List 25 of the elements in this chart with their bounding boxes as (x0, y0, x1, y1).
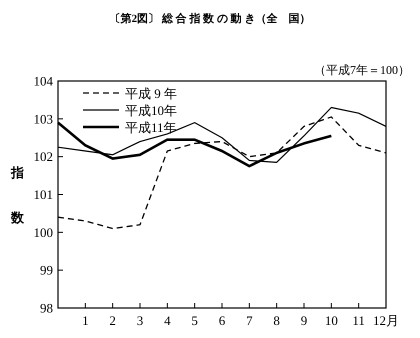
chart-title: 〔第2図〕 総 合 指 数 の 動 き（全 国） (110, 12, 310, 25)
y-tick-label: 98 (40, 300, 53, 316)
y-tick-label: 102 (34, 149, 53, 164)
x-tick-label: 11 (352, 313, 365, 328)
x-tick-label: 5 (191, 313, 198, 328)
y-axis-title: 指数 (10, 155, 26, 247)
legend-label: 平成11年 (125, 120, 177, 135)
legend-label: 平成10年 (125, 103, 177, 118)
x-tick-label: 4 (164, 313, 172, 328)
x-tick-label: 2 (109, 313, 116, 328)
y-tick-label: 104 (34, 74, 54, 88)
x-tick-label: 10 (324, 313, 338, 328)
text: （平成7年＝100） (314, 63, 410, 77)
y-tick-label: 100 (34, 224, 53, 240)
x-tick-label: 7 (246, 313, 254, 328)
y-tick-label: 103 (34, 111, 53, 126)
legend-label: 平成 9 年 (125, 86, 177, 101)
y-tick-label: 99 (40, 262, 53, 278)
x-tick-label: 12月 (373, 313, 399, 328)
y-tick-label: 101 (34, 187, 53, 202)
x-tick-label: 3 (136, 313, 144, 328)
x-tick-label: 6 (218, 313, 226, 328)
x-tick-label: 9 (300, 313, 308, 328)
x-tick-label: 1 (82, 313, 89, 328)
x-tick-label: 8 (273, 313, 280, 328)
